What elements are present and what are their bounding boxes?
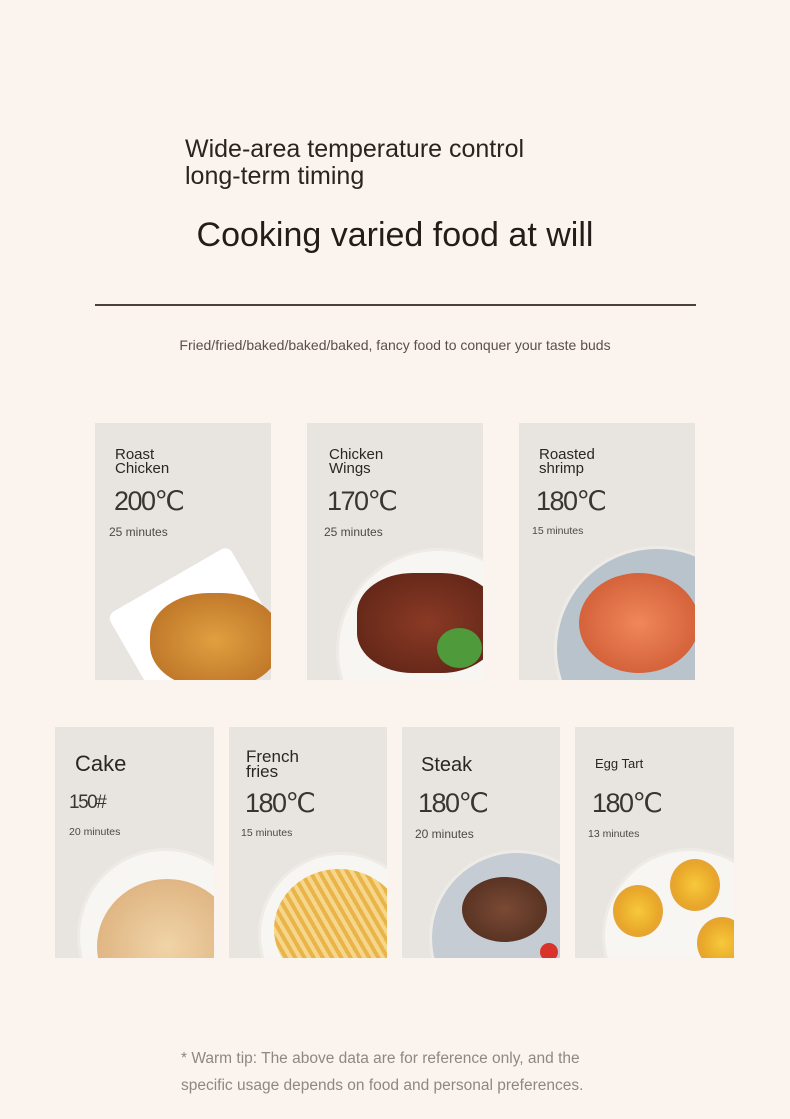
warm-tip: * Warm tip: The above data are for refer… (181, 1045, 583, 1099)
food-name: Chicken Wings (329, 446, 384, 477)
food-name: Cake (75, 751, 127, 776)
roast-chicken-image (150, 593, 271, 680)
food-card-steak: Steak 180℃ 20 minutes (402, 727, 560, 958)
food-time: 15 minutes (532, 525, 584, 537)
divider (95, 304, 696, 306)
food-name: Roast Chicken (115, 446, 170, 477)
headline-line1: Wide-area temperature control (185, 135, 525, 163)
food-name: Steak (421, 754, 473, 776)
food-temperature: 150# (69, 792, 107, 813)
food-card-egg-tart: Egg Tart 180℃ 13 minutes (575, 727, 734, 958)
food-time: 13 minutes (588, 828, 640, 840)
food-card-cake: Cake 150# 20 minutes (55, 727, 214, 958)
shrimp-image (579, 573, 695, 673)
basil-image (437, 628, 482, 668)
food-name: French fries (246, 747, 299, 781)
warm-tip-line1: * Warm tip: The above data are for refer… (181, 1050, 580, 1067)
page-title: Cooking varied food at will (196, 216, 594, 254)
egg-tart-image (697, 917, 734, 958)
food-temperature: 180℃ (592, 788, 663, 818)
food-temperature: 170℃ (327, 486, 398, 516)
food-card-chicken-wings: Chicken Wings 170℃ 25 minutes (307, 423, 483, 680)
food-time: 25 minutes (324, 525, 383, 539)
food-temperature: 180℃ (418, 788, 489, 818)
headline: Wide-area temperature control long-term t… (185, 136, 524, 190)
subtitle: Fried/fried/baked/baked/baked, fancy foo… (179, 337, 611, 353)
food-name: Egg Tart (595, 756, 644, 771)
egg-tart-image (613, 885, 663, 937)
food-card-roasted-shrimp: Roasted shrimp 180℃ 15 minutes (519, 423, 695, 680)
food-name: Roasted shrimp (539, 446, 595, 477)
food-time: 25 minutes (109, 525, 168, 539)
food-temperature: 200℃ (114, 486, 185, 516)
tomato-image (540, 943, 558, 958)
headline-line2: long-term timing (185, 162, 365, 190)
food-time: 20 minutes (415, 827, 474, 841)
food-card-french-fries: French fries 180℃ 15 minutes (229, 727, 387, 958)
food-temperature: 180℃ (245, 788, 316, 818)
steak-image (462, 877, 547, 942)
food-temperature: 180℃ (536, 486, 607, 516)
food-time: 20 minutes (69, 826, 121, 838)
food-time: 15 minutes (241, 827, 293, 839)
warm-tip-line2: specific usage depends on food and perso… (181, 1077, 584, 1094)
food-card-roast-chicken: Roast Chicken 200℃ 25 minutes (95, 423, 271, 680)
egg-tart-image (670, 859, 720, 911)
